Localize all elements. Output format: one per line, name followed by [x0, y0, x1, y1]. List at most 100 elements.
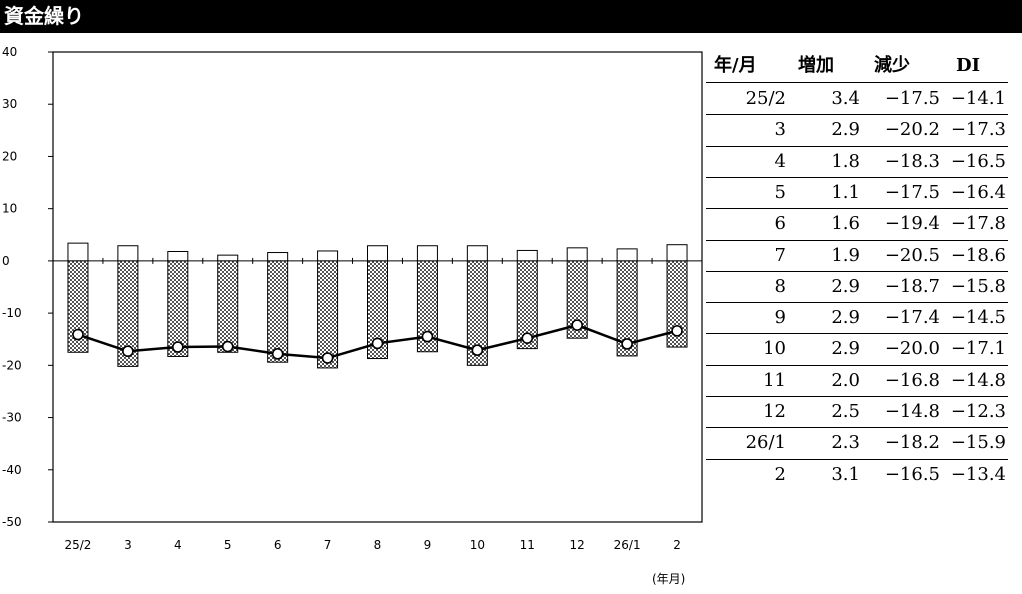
- di-point: [421, 330, 434, 343]
- di-chart: 40 30 20 10 0 -10 -20 -30 -40 -50 25/2 3 4 5 6 7 8 9 10 11 1…: [2, 45, 703, 552]
- bar-increase: [466, 245, 488, 262]
- x-tick-label: 6: [274, 538, 282, 552]
- di-point: [122, 345, 134, 358]
- table-row: 26/1 2.3 −18.2 −15.9: [706, 427, 1008, 458]
- table-row: 4 1.8 −18.3 −16.5: [706, 146, 1008, 177]
- cell-decrease: −14.8: [884, 401, 940, 422]
- di-point: [221, 340, 234, 353]
- x-tick-label: 8: [374, 538, 382, 552]
- cell-increase: 2.9: [831, 119, 860, 141]
- cell-di: −14.5: [950, 307, 1006, 329]
- table-row: 2 3.1 −16.5 −13.4: [706, 459, 1008, 490]
- di-point: [271, 348, 284, 360]
- title-bar: 資金繰り: [0, 0, 1022, 33]
- cell-di: −13.4: [950, 463, 1006, 485]
- table-header-rule: [706, 82, 1008, 83]
- x-tick-label: 11: [520, 538, 535, 552]
- table-row-rule: [706, 176, 1008, 178]
- table-header-month: 年/月: [714, 55, 757, 76]
- cell-increase: 2.9: [831, 275, 860, 297]
- cell-increase: 3.1: [831, 463, 860, 485]
- cell-increase: 2.3: [831, 432, 860, 454]
- bar-increase: [666, 244, 688, 262]
- y-tick-label: 20: [2, 149, 17, 163]
- cell-decrease: −16.5: [884, 463, 940, 485]
- cell-increase: 2.9: [831, 338, 860, 360]
- di-point: [371, 337, 384, 350]
- di-point: [72, 328, 84, 341]
- table-row-rule: [706, 270, 1008, 272]
- cell-di: −17.1: [950, 338, 1006, 360]
- bar-decrease: [267, 260, 289, 363]
- table-row: 9 2.9 −17.4 −14.5: [706, 302, 1008, 333]
- cell-increase: 1.6: [831, 213, 860, 235]
- cell-month: 6: [774, 213, 786, 235]
- y-tick-label: -50: [2, 515, 22, 529]
- cell-di: −15.8: [950, 275, 1006, 297]
- di-point: [521, 332, 534, 344]
- table-row: 6 1.6 −19.4 −17.8: [706, 208, 1008, 239]
- y-tick-label: 10: [2, 202, 17, 216]
- y-tick-label: -30: [2, 411, 22, 425]
- table-row-rule: [706, 145, 1008, 147]
- cell-decrease: −18.7: [884, 275, 940, 297]
- table-row-rule: [706, 458, 1008, 460]
- table-header-decrease: 減少: [874, 55, 910, 76]
- y-tick-label: 40: [2, 45, 17, 59]
- cell-increase: 2.0: [831, 369, 860, 391]
- table-row: 3 2.9 −20.2 −17.3: [706, 114, 1008, 145]
- x-tick-label: 2: [673, 538, 681, 552]
- cell-increase: 2.5: [831, 401, 860, 422]
- table-row: 5 1.1 −17.5 −16.4: [706, 177, 1008, 208]
- bar-decrease: [566, 260, 588, 339]
- cell-month: 8: [774, 275, 786, 297]
- cell-month: 25/2: [745, 88, 786, 109]
- table-row: 12 2.5 −14.8 −12.3: [706, 396, 1008, 427]
- y-tick-label: -40: [2, 463, 22, 477]
- table-header: 年/月 増加 減少 DI: [706, 52, 1008, 80]
- table-row-rule: [706, 208, 1008, 210]
- bar-decrease: [466, 260, 488, 366]
- bar-decrease: [616, 260, 638, 357]
- table-row-rule: [706, 427, 1008, 429]
- di-point: [571, 319, 583, 331]
- cell-decrease: −18.2: [884, 432, 940, 454]
- cell-decrease: −20.0: [884, 338, 940, 360]
- cell-di: −16.4: [950, 181, 1006, 203]
- table-row-rule: [706, 302, 1008, 304]
- bar-decrease: [317, 260, 339, 369]
- x-tick-label: 4: [174, 538, 182, 552]
- bar-decrease: [666, 260, 688, 348]
- table-row: 25/2 3.4 −17.5 −14.1: [706, 83, 1008, 114]
- x-tick-label: 10: [470, 538, 485, 552]
- cell-month: 2: [774, 463, 786, 485]
- cell-di: −17.3: [950, 119, 1006, 141]
- bar-decrease: [516, 260, 538, 350]
- bar-increase: [416, 245, 438, 262]
- di-point: [671, 325, 683, 337]
- bar-increase: [117, 245, 139, 262]
- di-point: [172, 341, 184, 353]
- bar-decrease: [367, 260, 388, 360]
- bar-decrease: [217, 260, 239, 353]
- table-row-rule: [706, 333, 1008, 335]
- bar-increase: [67, 242, 89, 262]
- cell-decrease: −18.3: [884, 150, 940, 172]
- bar-increase: [217, 254, 239, 262]
- x-axis-unit: (年月): [652, 572, 686, 586]
- cell-decrease: −20.5: [884, 244, 940, 266]
- x-tick-label: 26/1: [614, 538, 641, 552]
- bar-increase: [516, 249, 538, 262]
- bar-increase: [317, 250, 339, 262]
- table-row-rule: [706, 114, 1008, 116]
- di-point: [621, 338, 633, 350]
- x-tick-label: 12: [570, 538, 585, 552]
- cell-increase: 1.9: [831, 244, 860, 266]
- x-tick-label: 3: [124, 538, 132, 552]
- cell-increase: 1.1: [831, 181, 860, 203]
- cell-month: 26/1: [745, 432, 786, 454]
- cell-di: −18.6: [950, 244, 1006, 266]
- cell-month: 3: [774, 119, 786, 141]
- di-point: [471, 344, 484, 356]
- cell-decrease: −17.5: [884, 181, 940, 203]
